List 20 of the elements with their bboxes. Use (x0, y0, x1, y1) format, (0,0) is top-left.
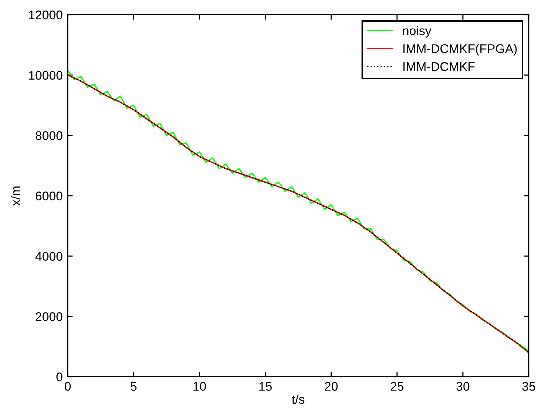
x-tick-label: 35 (522, 382, 536, 392)
x-axis-title: t/s (292, 394, 305, 404)
y-tick-label: 6000 (36, 192, 63, 201)
y-axis-title: x/m (11, 186, 20, 206)
y-tick-label: 8000 (36, 131, 63, 140)
x-tick-label: 30 (456, 382, 470, 392)
y-tick-label: 0 (56, 372, 63, 382)
y-tick-label: 2000 (36, 312, 63, 322)
x-tick-label: 25 (390, 382, 404, 392)
x-tick-label: 15 (260, 382, 272, 392)
x-tick-label: 20 (325, 382, 338, 392)
legend-label: IMM-DCMKF (404, 62, 475, 72)
y-tick-label: 10000 (29, 71, 63, 80)
x-tick-label: 5 (130, 382, 137, 392)
x-tick-label: 10 (194, 382, 206, 392)
x-tick-label: 0 (65, 382, 71, 392)
y-tick-label: 12000 (29, 10, 63, 20)
legend-label: noisy (403, 26, 432, 38)
legend-label: IMM-DCMKF(FPGA) (404, 44, 517, 56)
y-tick-label: 4000 (36, 252, 63, 261)
